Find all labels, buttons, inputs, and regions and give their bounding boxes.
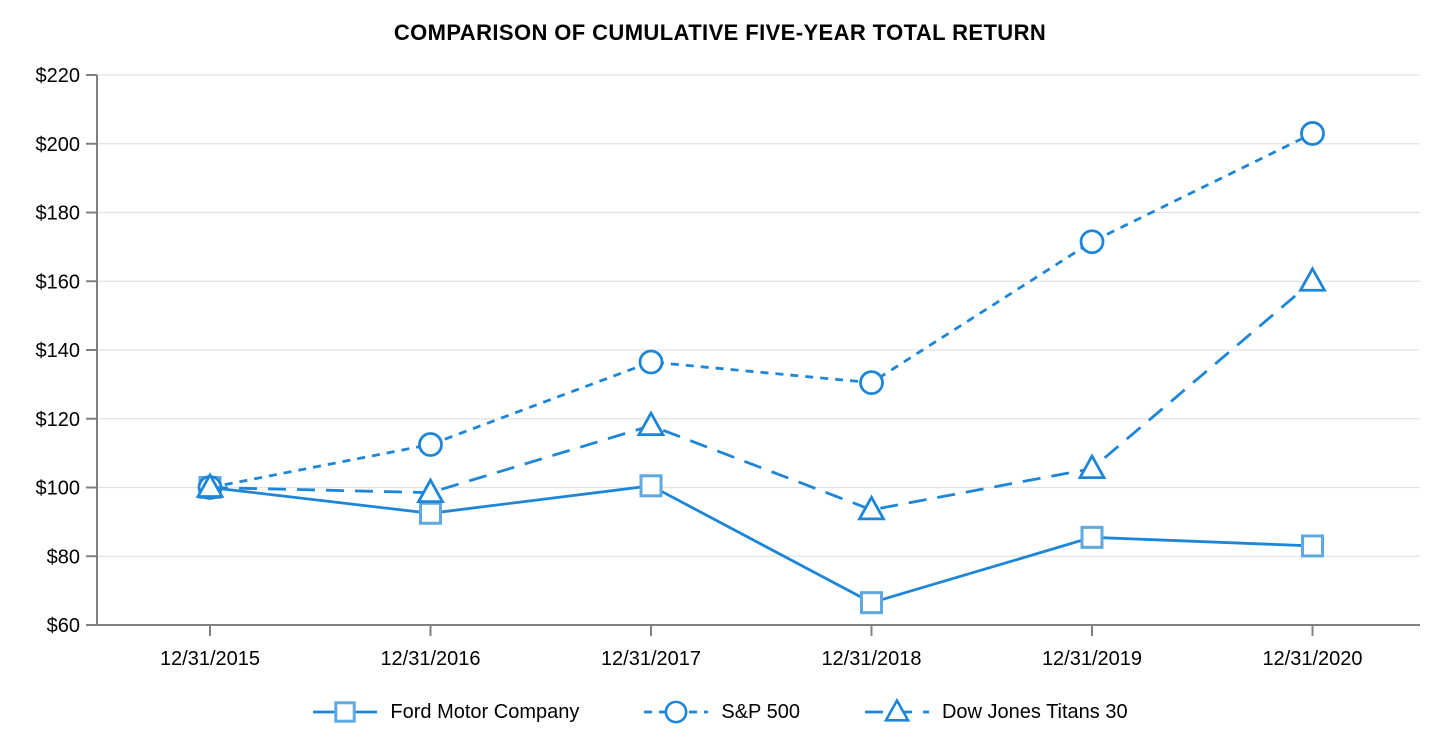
series-line (209, 132, 1314, 489)
y-tick-label: $80 (47, 546, 80, 568)
triangle-marker-icon (416, 477, 445, 504)
y-tick-label: $180 (36, 203, 81, 225)
circle-marker-icon (418, 432, 443, 457)
x-tick-label: 12/31/2019 (1042, 648, 1142, 670)
square-marker-icon (1080, 525, 1104, 549)
y-tick-label: $200 (36, 134, 81, 156)
plot-area: $60 $80 $100 $120 $140 $160 $180 $200 $220 12/31/… (36, 65, 1420, 670)
triangle-marker-icon (636, 410, 666, 437)
square-marker-icon (860, 591, 883, 615)
legend-item: S&P 500 (643, 696, 800, 728)
x-tick-label: 12/31/2015 (160, 648, 260, 670)
legend-label: Ford Motor Company (390, 700, 580, 723)
x-tick-label: 12/31/2018 (821, 648, 921, 670)
series-line (209, 280, 1314, 512)
y-tick-label: $220 (36, 65, 81, 87)
legend-item: Dow Jones Titans 30 (864, 696, 1128, 728)
triangle-marker-icon (857, 494, 886, 521)
x-tick-label: 12/31/2016 (380, 648, 480, 670)
chart-title: COMPARISON OF CUMULATIVE FIVE-YEAR TOTAL… (393, 20, 1047, 45)
triangle-marker-icon (1298, 265, 1327, 292)
triangle-marker-icon (1077, 453, 1107, 479)
y-tick-label: $160 (36, 271, 81, 293)
circle-marker-icon (638, 349, 664, 375)
square-marker-icon (419, 501, 442, 525)
square-marker-icon (639, 474, 663, 498)
series-line (209, 484, 1313, 605)
chart-legend: Ford Motor Company S&P 500 Dow Jones Titan… (0, 696, 1440, 728)
triangle-marker-icon (195, 472, 225, 498)
circle-marker-icon (664, 700, 688, 724)
legend-label: Dow Jones Titans 30 (941, 700, 1128, 723)
square-marker-icon (1301, 534, 1324, 558)
y-tick-label: $140 (36, 340, 81, 362)
x-tick-label: 12/31/2020 (1262, 648, 1362, 670)
square-marker-icon (334, 701, 357, 723)
x-tick-label: 12/31/2017 (601, 648, 701, 670)
legend-swatch (644, 700, 709, 724)
y-tick-label: $60 (47, 615, 80, 637)
triangle-marker-icon (883, 697, 911, 722)
circle-marker-icon (859, 370, 884, 396)
y-tick-label: $100 (36, 478, 81, 500)
legend-swatch (313, 701, 378, 723)
legend-swatch (864, 697, 929, 722)
circle-marker-icon (1300, 121, 1325, 146)
circle-marker-icon (1079, 229, 1105, 255)
y-tick-label: $120 (36, 409, 81, 431)
legend-label: S&P 500 (721, 700, 800, 723)
legend-item: Ford Motor Company (312, 696, 579, 728)
